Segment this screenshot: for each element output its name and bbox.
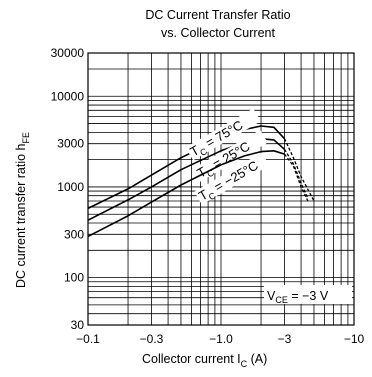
annotation-background <box>264 285 352 304</box>
series-line-extrapolated <box>283 138 315 202</box>
y-tick-label: 100 <box>64 271 84 285</box>
series-line-extrapolated <box>283 153 309 202</box>
x-tick-label: −3 <box>278 332 292 346</box>
y-tick-label: 3000 <box>57 137 84 151</box>
chart-subtitle: vs. Collector Current <box>161 26 275 40</box>
x-tick-label: −1.0 <box>209 332 233 346</box>
y-axis-label-sub: FE <box>21 132 31 144</box>
series-label-background <box>185 108 261 161</box>
y-tick-label: 300 <box>64 227 84 241</box>
y-axis-label-main: DC current transfer ratio h <box>14 143 28 288</box>
vce-annotation-rest: = −3 V <box>288 289 329 303</box>
series-line-extrapolated <box>283 148 309 199</box>
y-tick-label: 30000 <box>51 46 85 60</box>
y-tick-label: 30 <box>71 318 85 332</box>
grid <box>88 53 354 325</box>
series-label-background <box>192 129 268 182</box>
series-label-sub: C <box>198 146 209 158</box>
y-tick-label: 1000 <box>57 180 84 194</box>
x-axis-label-unit: (A) <box>247 352 267 366</box>
vce-annotation-main: V <box>267 289 276 303</box>
vce-annotation: VCE = −3 V <box>267 289 329 305</box>
series-label-background <box>194 152 270 205</box>
chart-title: DC Current Transfer Ratio <box>145 8 290 22</box>
x-axis-label: Collector current IC (A) <box>142 352 267 369</box>
vce-annotation-sub: CE <box>275 295 288 305</box>
x-tick-label: −10 <box>344 332 365 346</box>
x-tick-label: −0.3 <box>140 332 164 346</box>
series-label-sub: C <box>207 190 218 202</box>
series-line <box>87 150 285 238</box>
x-axis-label-main: Collector current I <box>142 352 241 366</box>
y-axis-ticks: 30000 10000 3000 1000 300 100 30 <box>51 46 85 332</box>
y-axis-label: DC current transfer ratio hFE <box>14 132 31 288</box>
plot-frame <box>87 52 355 326</box>
x-axis-label-sub: C <box>241 359 248 369</box>
series-line <box>87 137 286 221</box>
curves: TC = 75°CTC = 25°CTC = −25°C <box>87 108 315 238</box>
x-tick-label: −0.1 <box>76 332 100 346</box>
y-tick-label: 10000 <box>51 89 85 103</box>
x-axis-ticks: −0.1 −0.3 −1.0 −3 −10 <box>76 332 364 346</box>
series-label-sub: C <box>205 167 216 179</box>
